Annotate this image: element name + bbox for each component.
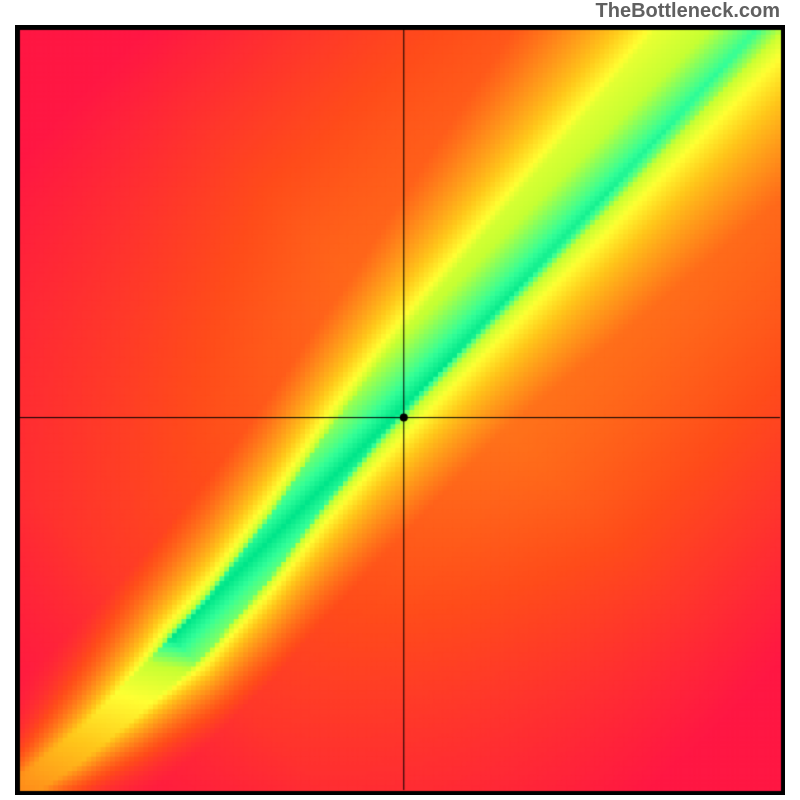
bottleneck-heatmap-canvas: [15, 25, 785, 795]
chart-container: TheBottleneck.com: [0, 0, 800, 800]
watermark-text: TheBottleneck.com: [596, 0, 780, 23]
